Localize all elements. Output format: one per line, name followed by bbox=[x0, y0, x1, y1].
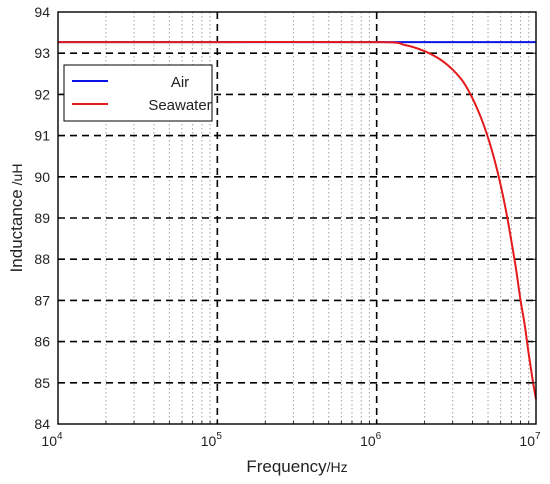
y-tick-label: 90 bbox=[34, 169, 50, 185]
x-tick-label: 106 bbox=[360, 431, 382, 449]
series-layer bbox=[58, 40, 537, 400]
y-tick-label: 86 bbox=[34, 334, 50, 350]
y-tick-label: 93 bbox=[34, 45, 50, 61]
y-tick-label: 92 bbox=[34, 86, 50, 102]
axes-layer: 84 85 86 87 88 89 90 91 92 93 94 104 105 106 107 bbox=[34, 4, 541, 449]
y-tick-label: 87 bbox=[34, 292, 50, 308]
series-line-seawater bbox=[58, 40, 537, 400]
y-tick-label: 89 bbox=[34, 210, 50, 226]
y-tick-label: 85 bbox=[34, 375, 50, 391]
x-axis-label: Frequency/Hz bbox=[246, 457, 347, 476]
legend-box bbox=[63, 64, 213, 122]
x-tick-label: 104 bbox=[41, 431, 63, 449]
legend: Air Seawater bbox=[63, 64, 213, 122]
y-axis-label: Inductance /uH bbox=[7, 164, 26, 273]
legend-label: Seawater bbox=[148, 97, 211, 114]
x-tick-label: 107 bbox=[519, 431, 541, 449]
y-tick-label: 91 bbox=[34, 128, 50, 144]
y-tick-label: 94 bbox=[34, 4, 50, 20]
x-tick-label: 105 bbox=[201, 431, 223, 449]
legend-label: Air bbox=[171, 74, 189, 91]
y-tick-label: 84 bbox=[34, 416, 50, 432]
y-tick-label: 88 bbox=[34, 251, 50, 267]
